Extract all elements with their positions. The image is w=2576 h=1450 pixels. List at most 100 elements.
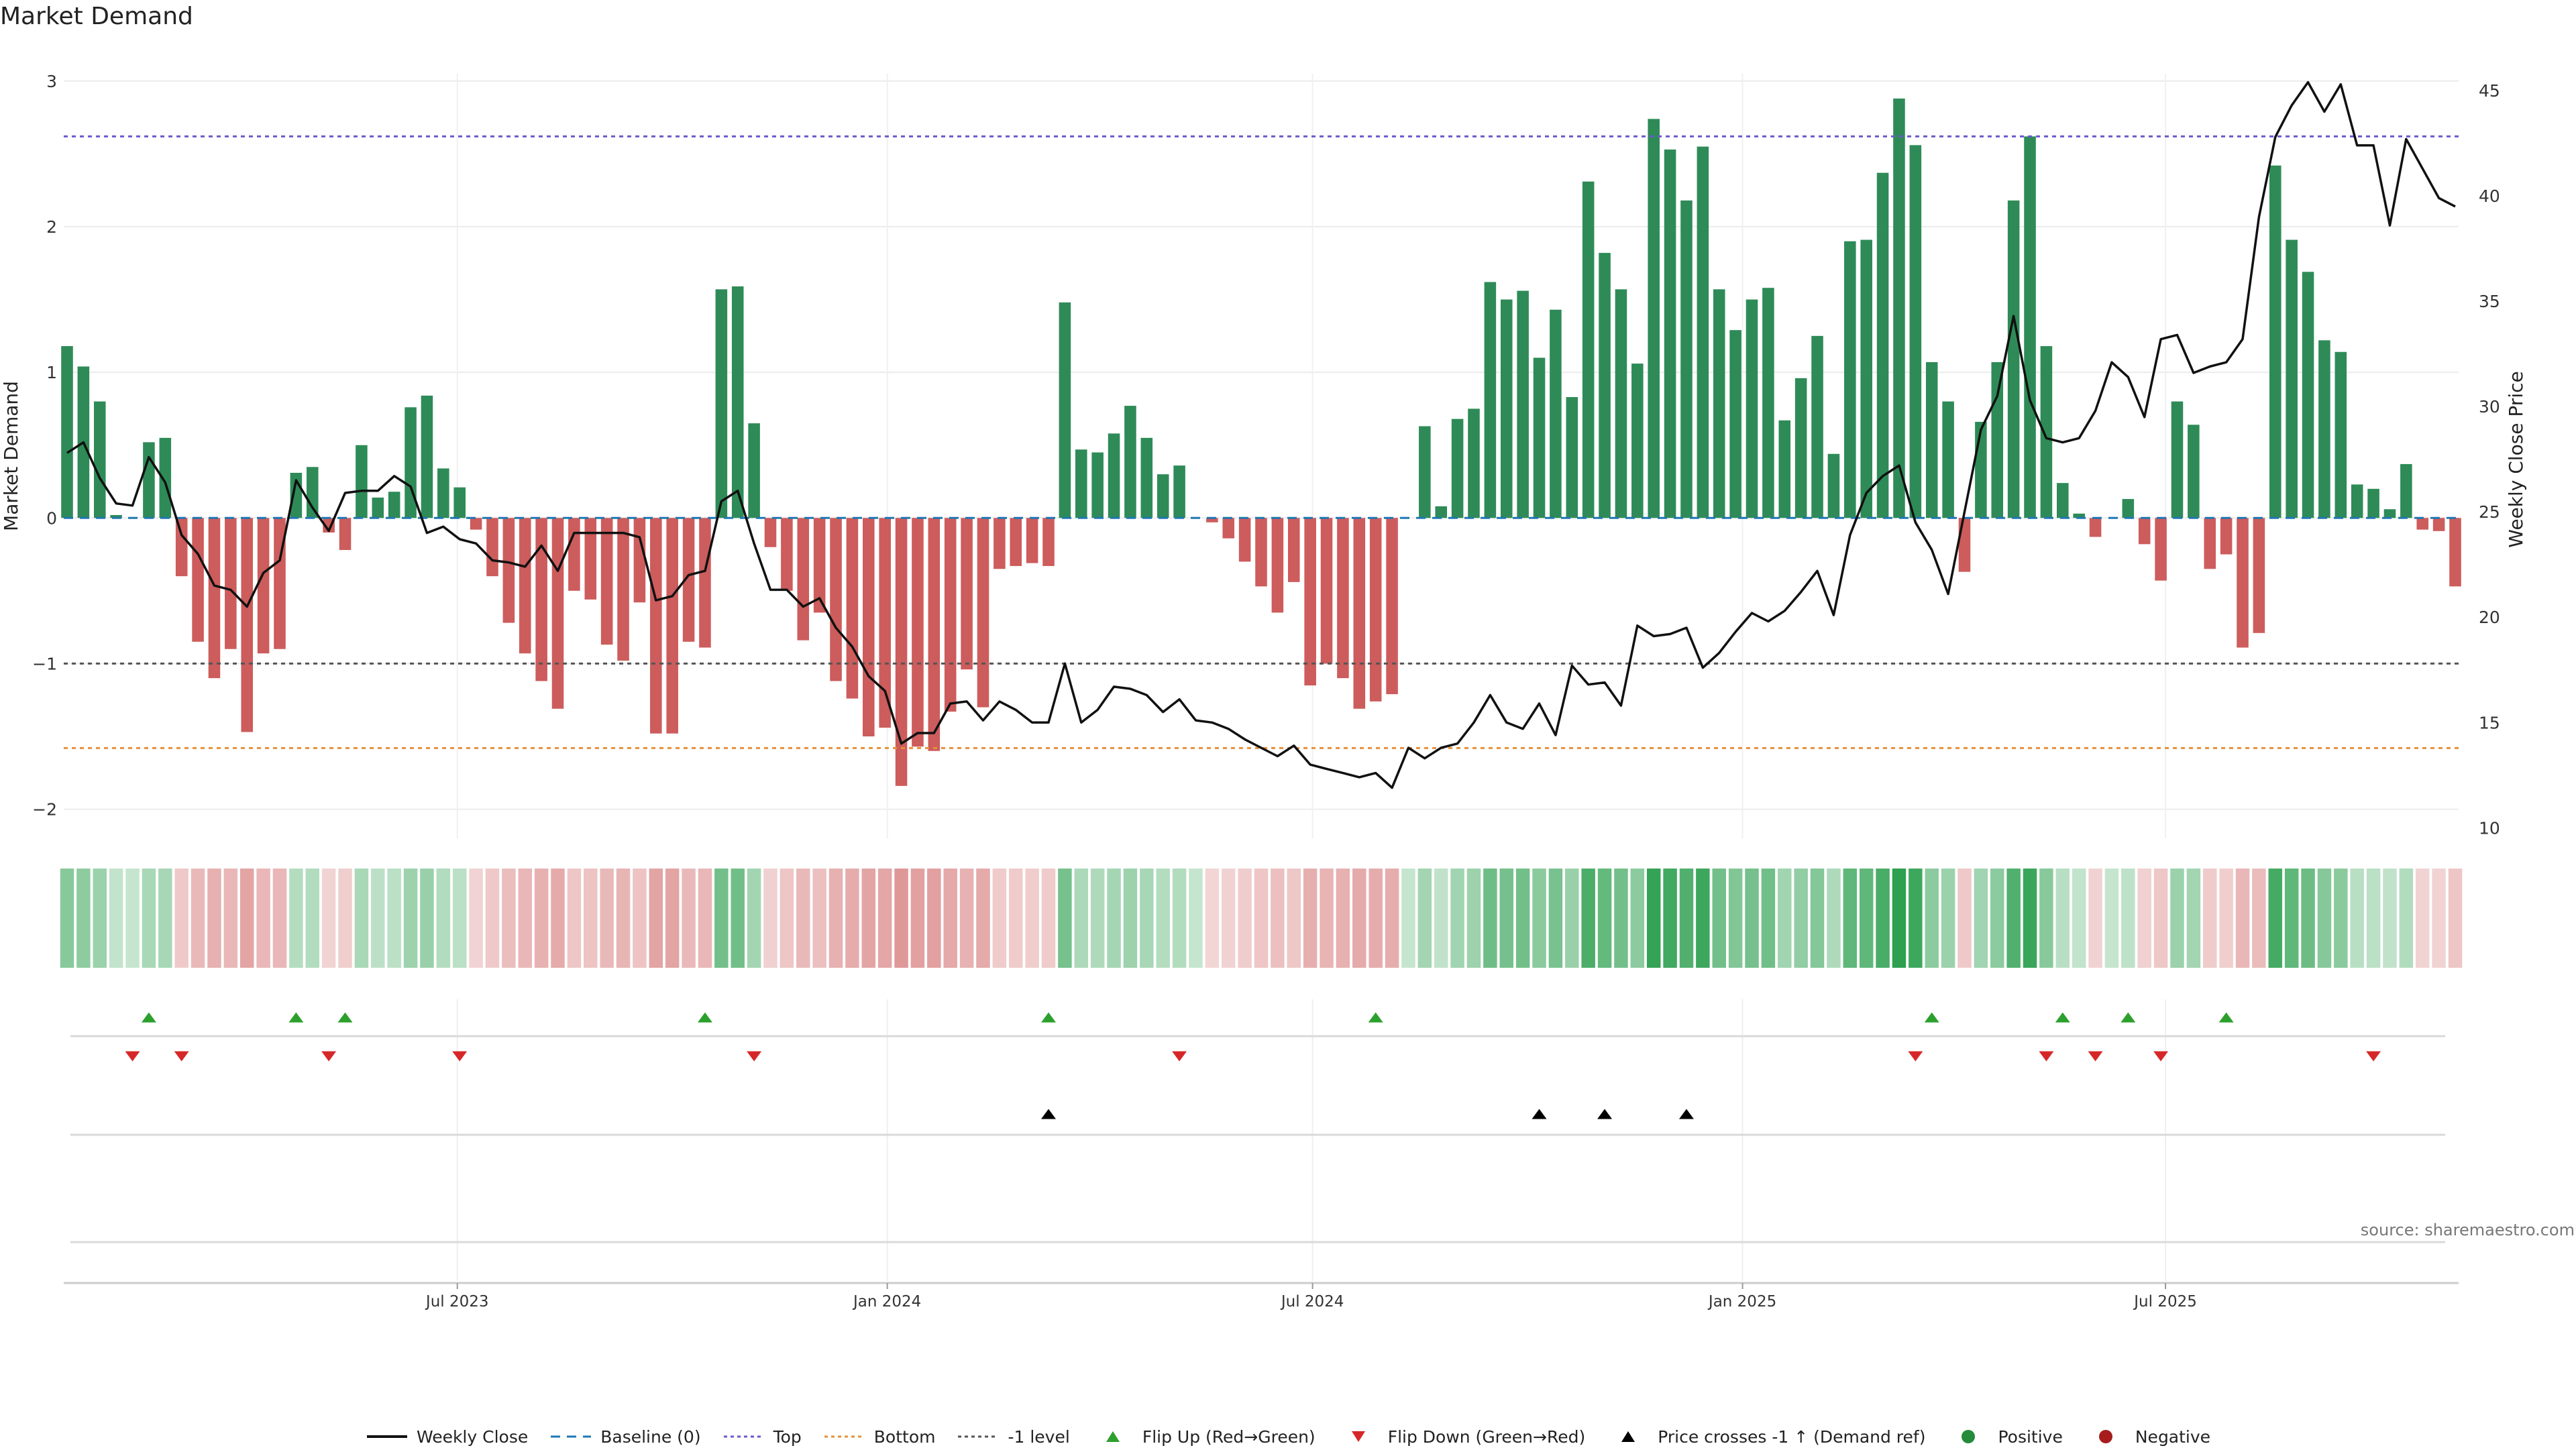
heat-cell <box>1548 869 1563 968</box>
legend-item-flip-up: Flip Up (Red→Green) <box>1091 1427 1316 1447</box>
demand-bar <box>1320 518 1333 664</box>
demand-bar <box>1631 364 1644 518</box>
price-cross-marker <box>1597 1109 1613 1119</box>
demand-bar <box>879 518 891 728</box>
demand-bar <box>1844 241 1856 518</box>
legend-symbol <box>366 1427 409 1446</box>
y2-tick-label: 30 <box>2479 397 2500 416</box>
demand-bar <box>1811 335 1823 518</box>
flip-down-marker <box>125 1051 140 1062</box>
heat-cell <box>1843 869 1858 968</box>
heat-cell <box>1287 869 1301 968</box>
y2-axis-label: Weekly Close Price <box>2505 371 2527 547</box>
demand-bar <box>1500 299 1513 518</box>
flip-up-marker <box>1924 1012 1939 1023</box>
demand-bar <box>421 395 433 518</box>
demand-bar <box>535 518 547 681</box>
heat-cell <box>1385 869 1399 968</box>
heat-cell <box>976 869 990 968</box>
heat-cell <box>959 869 974 968</box>
heat-cell <box>1271 869 1285 968</box>
heat-cell <box>1892 869 1907 968</box>
demand-bar <box>1975 421 1987 518</box>
bars-layer <box>61 98 2461 786</box>
demand-bar <box>1451 419 1464 518</box>
heat-cell <box>2023 869 2037 968</box>
heat-cell <box>1974 869 1988 968</box>
chart-title: Market Demand <box>0 3 193 30</box>
heat-cell <box>469 869 483 968</box>
legend-symbol <box>2084 1427 2127 1446</box>
heat-cell <box>1712 869 1726 968</box>
demand-bar <box>863 518 875 736</box>
demand-bar <box>846 518 859 699</box>
demand-bar <box>1746 299 1758 518</box>
legend-symbol <box>1607 1427 1650 1446</box>
heat-cell <box>256 869 270 968</box>
heat-cell <box>1320 869 1334 968</box>
heat-cell <box>452 869 467 968</box>
heat-cell <box>861 869 876 968</box>
demand-bar <box>2057 483 2069 518</box>
demand-bar <box>2073 513 2085 518</box>
heat-cell <box>76 869 91 968</box>
flip-down-marker <box>2153 1051 2169 1062</box>
demand-bar <box>2334 351 2347 518</box>
demand-bar <box>912 518 924 747</box>
legend-label: Flip Down (Green→Red) <box>1387 1427 1586 1447</box>
heat-cell <box>1696 869 1710 968</box>
demand-bar <box>895 518 908 786</box>
heat-cell <box>289 869 303 968</box>
heat-cell <box>828 869 843 968</box>
legend-label: Price crosses -1 ↑ (Demand ref) <box>1658 1427 1926 1447</box>
y-tick-label: 1 <box>46 363 57 382</box>
heat-cell <box>1499 869 1513 968</box>
demand-bar <box>2122 499 2135 518</box>
heat-cell <box>1565 869 1579 968</box>
heat-cell <box>1417 869 1432 968</box>
demand-bar <box>1206 518 1218 522</box>
heat-cell <box>436 869 451 968</box>
legend-label: Baseline (0) <box>600 1427 701 1447</box>
heat-cell <box>2235 869 2250 968</box>
demand-bar <box>1664 149 1676 518</box>
heat-cell <box>1336 869 1350 968</box>
demand-bar <box>1860 239 1872 518</box>
heat-cell <box>780 869 794 968</box>
legend-item-bottom: Bottom <box>823 1427 935 1447</box>
heat-cell <box>1254 869 1269 968</box>
legend-item-close: Weekly Close <box>366 1427 528 1447</box>
demand-bar <box>2400 463 2412 518</box>
demand-bar <box>1778 420 1791 518</box>
demand-bar <box>1255 518 1267 587</box>
flip-up-marker <box>1368 1012 1383 1023</box>
demand-bar <box>143 442 155 518</box>
legend-item-positive: Positive <box>1947 1427 2063 1447</box>
heat-cell <box>910 869 925 968</box>
demand-bar <box>1271 518 1284 613</box>
heat-cell <box>2039 869 2053 968</box>
demand-bar <box>1517 290 1529 518</box>
heat-cell <box>2170 869 2184 968</box>
y-tick-label: 2 <box>46 217 57 237</box>
demand-bar <box>257 518 270 654</box>
heat-cell <box>109 869 123 968</box>
heat-cell <box>2153 869 2168 968</box>
demand-bar <box>682 518 695 642</box>
heat-cell <box>403 869 418 968</box>
demand-bar <box>356 445 368 518</box>
heat-cell <box>1352 869 1366 968</box>
flip-up-marker <box>1041 1012 1057 1023</box>
demand-bar <box>1697 146 1709 518</box>
heat-cell <box>305 869 319 968</box>
heat-cell <box>1679 869 1694 968</box>
x-tick-label: Jan 2024 <box>852 1293 921 1310</box>
y2-tick-label: 20 <box>2479 608 2500 627</box>
demand-bar <box>764 518 777 547</box>
heat-cell <box>2301 869 2315 968</box>
y2-tick-label: 15 <box>2479 713 2500 732</box>
demand-bar <box>1582 181 1595 518</box>
heat-cell <box>1515 869 1530 968</box>
heat-cell <box>338 869 352 968</box>
heat-cell <box>2121 869 2135 968</box>
